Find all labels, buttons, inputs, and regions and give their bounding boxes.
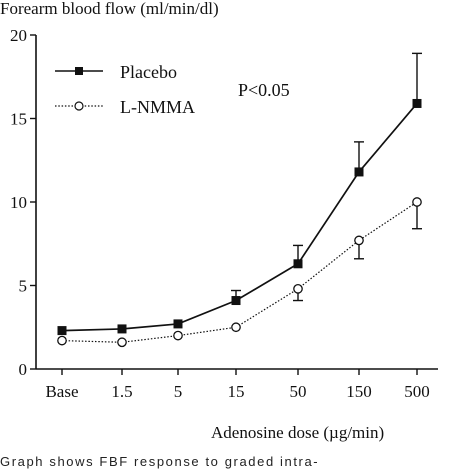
y-ticks: 0 5 10 15 20 xyxy=(10,26,36,379)
x-tick-label: 500 xyxy=(404,382,430,401)
data-point-placebo xyxy=(293,259,303,269)
legend-marker-lnmma xyxy=(74,101,84,111)
data-point-placebo xyxy=(412,98,422,108)
data-point-lnmma xyxy=(293,283,303,294)
data-point-placebo xyxy=(173,319,183,329)
data-point-placebo xyxy=(57,326,67,336)
data-point-lnmma xyxy=(117,337,127,348)
data-point-lnmma xyxy=(231,322,241,333)
legend: Placebo L-NMMA xyxy=(55,62,195,117)
legend-label-placebo: Placebo xyxy=(120,62,177,82)
figure-caption: Graph shows FBF response to graded intra… xyxy=(0,454,319,469)
data-point-placebo xyxy=(231,296,241,306)
y-tick-label: 10 xyxy=(10,193,27,212)
data-point-lnmma xyxy=(412,197,422,207)
legend-label-lnmma: L-NMMA xyxy=(120,97,195,117)
legend-marker-placebo xyxy=(75,67,83,75)
data-point-lnmma xyxy=(354,235,364,246)
series xyxy=(57,98,422,348)
x-tick-label: 1.5 xyxy=(111,382,132,401)
data-point-placebo xyxy=(354,167,364,177)
significance-annotation: P<0.05 xyxy=(238,80,290,100)
y-tick-label: 0 xyxy=(19,360,28,379)
data-point-lnmma xyxy=(173,330,183,341)
y-tick-label: 5 xyxy=(19,277,28,296)
x-axis-label: Adenosine dose (µg/min) xyxy=(211,423,384,442)
x-ticks: Base 1.5 5 15 50 150 500 xyxy=(45,369,430,401)
y-tick-label: 15 xyxy=(10,110,27,129)
x-tick-label: Base xyxy=(45,382,78,401)
axes xyxy=(35,35,438,370)
x-tick-label: 5 xyxy=(174,382,183,401)
x-tick-label: 150 xyxy=(346,382,372,401)
y-tick-label: 20 xyxy=(10,26,27,45)
data-point-lnmma xyxy=(57,335,67,346)
y-axis-label: Forearm blood flow (ml/min/dl) xyxy=(0,0,219,18)
x-tick-label: 50 xyxy=(290,382,307,401)
data-point-placebo xyxy=(117,324,127,334)
x-tick-label: 15 xyxy=(228,382,245,401)
series-line-lnmma xyxy=(61,201,418,343)
